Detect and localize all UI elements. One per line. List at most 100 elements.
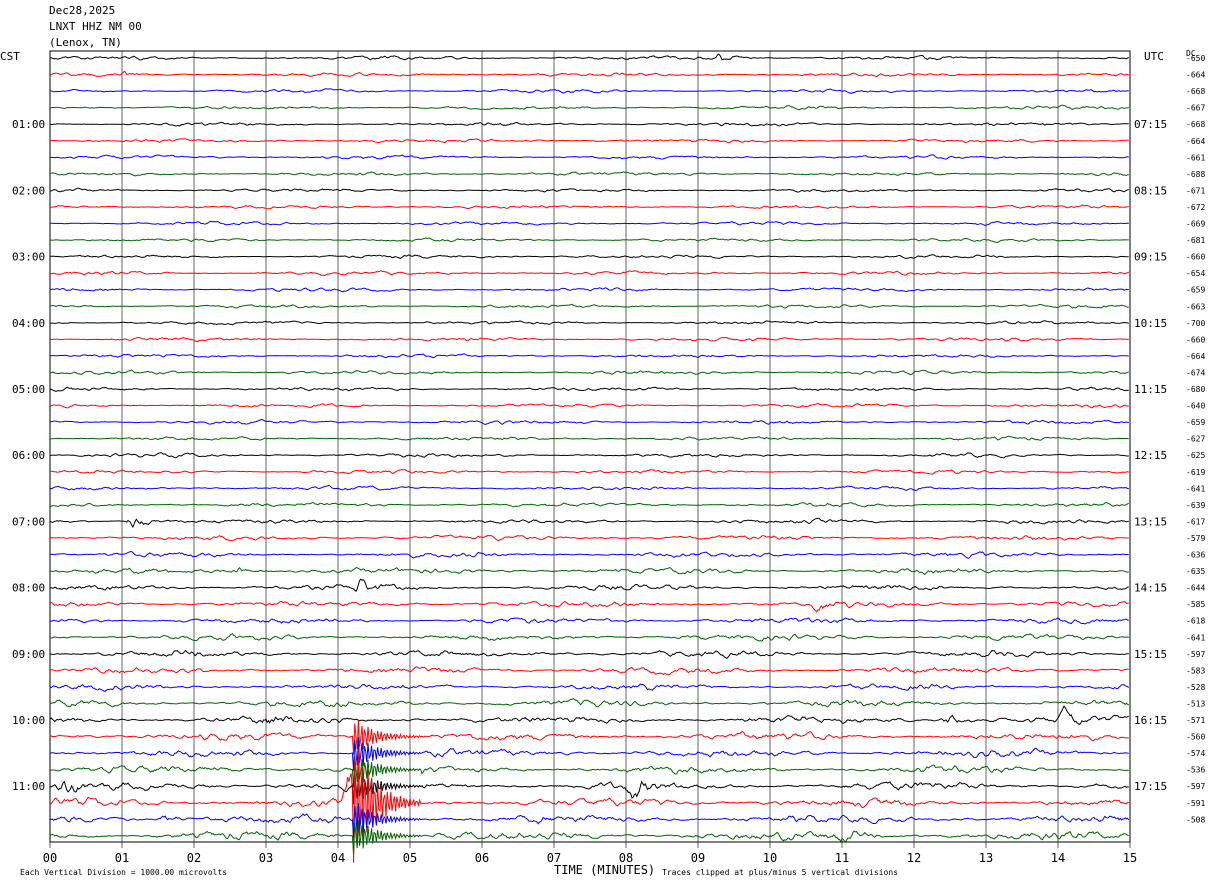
seismic-trace	[49, 469, 1129, 475]
seismic-trace	[49, 204, 1129, 210]
cst-hour-label: 07:00	[12, 515, 45, 528]
x-tick-label: 03	[259, 851, 273, 865]
dc-offset-label: -674	[1186, 368, 1205, 377]
seismic-trace	[49, 753, 1129, 788]
utc-hour-label: 13:15	[1134, 515, 1167, 528]
dc-offset-label: -597	[1186, 782, 1205, 791]
cst-hour-label: 11:00	[12, 780, 45, 793]
x-tick-label: 08	[619, 851, 633, 865]
x-tick-label: 11	[835, 851, 849, 865]
location-label: (Lenox, TN)	[49, 36, 122, 49]
seismic-trace	[49, 121, 1129, 127]
cst-hour-label: 02:00	[12, 184, 45, 197]
dc-offset-label: -659	[1186, 286, 1205, 295]
seismic-trace	[49, 154, 1129, 160]
seismic-trace	[49, 720, 1129, 755]
cst-hour-label: 10:00	[12, 714, 45, 727]
dc-offset-label: -659	[1186, 418, 1205, 427]
seismic-trace	[49, 53, 1130, 61]
dc-offset-label: -669	[1186, 220, 1205, 229]
dc-offset-label: -583	[1186, 666, 1205, 675]
dc-offset-label: -641	[1186, 633, 1205, 642]
cst-hour-label: 09:00	[12, 648, 45, 661]
dc-offset-label: -664	[1186, 71, 1205, 80]
seismic-trace	[49, 649, 1129, 660]
dc-offset-label: -536	[1186, 766, 1205, 775]
seismic-trace	[49, 104, 1129, 111]
dc-offset-label: -650	[1186, 54, 1205, 63]
x-tick-label: 00	[43, 851, 57, 865]
seismic-trace	[49, 484, 1129, 492]
dc-offset-label: -560	[1186, 733, 1205, 742]
seismic-trace	[49, 705, 1129, 726]
x-tick-label: 15	[1123, 851, 1137, 865]
seismic-trace	[49, 88, 1129, 94]
dc-offset-label: -636	[1186, 551, 1205, 560]
dc-offset-label: -668	[1186, 120, 1205, 129]
x-tick-label: 13	[979, 851, 993, 865]
seismic-trace	[49, 402, 1129, 409]
seismic-trace	[49, 770, 1129, 805]
dc-offset-label: -681	[1186, 236, 1205, 245]
dc-offset-label: -680	[1186, 385, 1205, 394]
dc-offset-label: -663	[1186, 302, 1205, 311]
seismic-trace	[49, 698, 1130, 708]
dc-offset-label: -664	[1186, 352, 1205, 361]
utc-hour-label: 17:15	[1134, 780, 1167, 793]
x-tick-label: 01	[115, 851, 129, 865]
cst-hour-label: 05:00	[12, 383, 45, 396]
dc-offset-label: -688	[1186, 170, 1205, 179]
dc-offset-label: -664	[1186, 137, 1205, 146]
seismic-trace	[49, 70, 1129, 78]
utc-hour-label: 08:15	[1134, 184, 1167, 197]
dc-offset-label: -627	[1186, 435, 1205, 444]
seismic-trace	[49, 237, 1129, 243]
x-tick-label: 05	[403, 851, 417, 865]
utc-hour-label: 09:15	[1134, 251, 1167, 264]
x-tick-label: 04	[331, 851, 345, 865]
seismic-trace	[50, 435, 1129, 441]
dc-offset-label: -667	[1186, 104, 1205, 113]
seismic-trace	[49, 517, 1129, 529]
dc-offset-label: -635	[1186, 567, 1205, 576]
cst-hour-label: 04:00	[12, 317, 45, 330]
dc-offset-label: -672	[1186, 203, 1205, 212]
utc-hour-label: 11:15	[1134, 383, 1167, 396]
scale-note: Each Vertical Division = 1000.00 microvo…	[20, 868, 228, 877]
seismic-trace	[49, 171, 1129, 177]
dc-offset-label: -668	[1186, 87, 1205, 96]
seismic-trace	[50, 220, 1129, 226]
seismic-trace	[49, 534, 1129, 542]
left-timezone-label: CST	[0, 50, 20, 63]
dc-offset-label: -644	[1186, 584, 1205, 593]
station-label: LNXT HHZ NM 00	[49, 20, 142, 33]
dc-offset-label: -641	[1186, 484, 1205, 493]
seismic-trace	[49, 737, 1129, 772]
seismic-trace	[49, 666, 1129, 676]
dc-offset-label: -619	[1186, 468, 1205, 477]
cst-hour-label: 03:00	[12, 251, 45, 264]
date-label: Dec28,2025	[49, 4, 116, 17]
seismic-trace	[49, 303, 1129, 309]
seismic-trace	[49, 452, 1129, 459]
seismic-trace	[49, 749, 1129, 863]
right-timezone-label: UTC	[1144, 50, 1164, 63]
dc-offset-label: -640	[1186, 402, 1205, 411]
dc-offset-label: -508	[1186, 815, 1205, 824]
seismic-trace	[49, 287, 1129, 293]
x-tick-label: 07	[547, 851, 561, 865]
seismic-trace	[49, 803, 1130, 838]
seismic-trace	[49, 819, 1129, 854]
cst-hour-label: 06:00	[12, 449, 45, 462]
cst-hour-label: 01:00	[12, 118, 45, 131]
dc-offset-label: -574	[1186, 749, 1205, 758]
seismic-trace	[49, 187, 1129, 193]
dc-offset-label: -571	[1186, 716, 1205, 725]
seismic-trace	[49, 336, 1129, 343]
x-tick-label: 12	[907, 851, 921, 865]
seismic-trace	[49, 600, 1129, 613]
dc-offset-label: -618	[1186, 617, 1205, 626]
dc-offset-label: -591	[1186, 799, 1205, 808]
dc-offset-label: -654	[1186, 269, 1205, 278]
seismic-trace	[49, 567, 1129, 576]
